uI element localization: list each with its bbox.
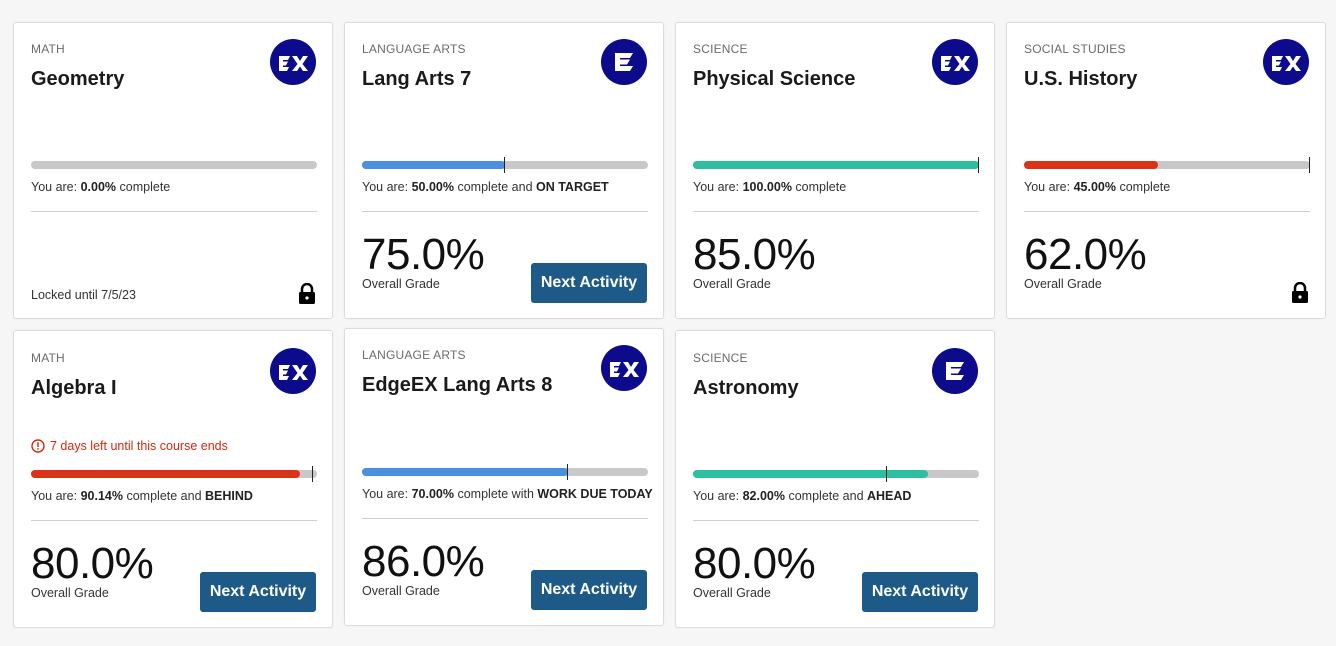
progress-status: You are: 100.00% complete [693, 180, 847, 194]
overall-grade-label: Overall Grade [693, 586, 771, 600]
overall-grade-value: 80.0% [693, 539, 816, 588]
course-subject: SCIENCE [693, 351, 748, 365]
progress-status: You are: 0.00% complete [31, 180, 171, 194]
divider [693, 520, 979, 521]
overall-grade-label: Overall Grade [693, 277, 771, 291]
target-marker [1309, 157, 1310, 173]
course-title[interactable]: Lang Arts 7 [362, 68, 472, 90]
course-title[interactable]: EdgeEX Lang Arts 8 [362, 374, 553, 396]
target-marker [311, 466, 313, 482]
divider [1024, 211, 1310, 212]
progress-bar [31, 161, 317, 169]
course-title[interactable]: U.S. History [1024, 68, 1138, 90]
ex-logo-icon [932, 39, 978, 85]
next-activity-button[interactable]: Next Activity [200, 572, 316, 612]
progress-fill [362, 161, 505, 169]
target-marker [886, 466, 888, 482]
e-logo-icon [932, 348, 978, 394]
progress-bar [362, 464, 648, 480]
course-title[interactable]: Algebra I [31, 377, 117, 399]
course-subject: SCIENCE [693, 42, 748, 56]
ex-logo-icon [1263, 39, 1309, 85]
progress-bar [1024, 157, 1310, 173]
progress-bar [693, 466, 979, 482]
target-marker [566, 464, 568, 480]
course-card[interactable]: MATH Geometry You are: 0.00% complete Lo… [13, 22, 333, 319]
lock-icon [1291, 282, 1309, 304]
progress-bar [31, 466, 317, 482]
overall-grade-label: Overall Grade [362, 277, 440, 291]
progress-fill [693, 470, 928, 478]
course-card[interactable]: SOCIAL STUDIES U.S. History You are: 45.… [1006, 22, 1326, 319]
lock-icon [298, 283, 316, 305]
target-marker [978, 157, 979, 173]
divider [31, 520, 317, 521]
ex-logo-icon [270, 39, 316, 85]
course-subject: SOCIAL STUDIES [1024, 42, 1126, 56]
progress-bar [362, 157, 648, 173]
progress-status: You are: 50.00% complete and ON TARGET [362, 180, 609, 194]
course-title[interactable]: Physical Science [693, 68, 856, 90]
next-activity-button[interactable]: Next Activity [531, 570, 647, 610]
overall-grade-label: Overall Grade [362, 584, 440, 598]
overall-grade-label: Overall Grade [31, 586, 109, 600]
progress-status: You are: 90.14% complete and BEHIND [31, 489, 253, 503]
ex-logo-icon [270, 348, 316, 394]
course-title[interactable]: Geometry [31, 68, 125, 90]
overall-grade-value: 62.0% [1024, 230, 1147, 279]
course-card[interactable]: LANGUAGE ARTS EdgeEX Lang Arts 8 You are… [344, 328, 664, 626]
divider [362, 518, 648, 519]
course-subject: MATH [31, 351, 65, 365]
progress-status: You are: 45.00% complete [1024, 180, 1171, 194]
progress-fill [1024, 161, 1159, 169]
course-card[interactable]: SCIENCE Astronomy You are: 82.00% comple… [675, 330, 995, 628]
progress-fill [693, 161, 979, 169]
progress-status: You are: 82.00% complete and AHEAD [693, 489, 912, 503]
next-activity-button[interactable]: Next Activity [862, 572, 978, 612]
locked-until-text: Locked until 7/5/23 [31, 288, 136, 302]
divider [362, 211, 648, 212]
alert-circle-icon [31, 439, 45, 453]
divider [31, 211, 317, 212]
divider [693, 211, 979, 212]
course-card[interactable]: MATH Algebra I 7 days left until this co… [13, 330, 333, 628]
progress-bar [693, 157, 979, 173]
overall-grade-value: 80.0% [31, 539, 154, 588]
overall-grade-value: 86.0% [362, 537, 485, 586]
progress-fill [31, 470, 300, 478]
progress-status: You are: 70.00% complete with WORK DUE T… [362, 487, 653, 501]
course-subject: LANGUAGE ARTS [362, 348, 466, 362]
overall-grade-label: Overall Grade [1024, 277, 1102, 291]
ex-logo-icon [601, 345, 647, 391]
course-subject: MATH [31, 42, 65, 56]
progress-fill [362, 468, 568, 476]
course-ending-warning: 7 days left until this course ends [31, 439, 228, 453]
course-card[interactable]: SCIENCE Physical Science You are: 100.00… [675, 22, 995, 319]
course-subject: LANGUAGE ARTS [362, 42, 466, 56]
course-title[interactable]: Astronomy [693, 377, 799, 399]
course-card[interactable]: LANGUAGE ARTS Lang Arts 7 You are: 50.00… [344, 22, 664, 319]
next-activity-button[interactable]: Next Activity [531, 263, 647, 303]
overall-grade-value: 75.0% [362, 230, 485, 279]
e-logo-icon [601, 39, 647, 85]
overall-grade-value: 85.0% [693, 230, 816, 279]
target-marker [504, 157, 505, 173]
